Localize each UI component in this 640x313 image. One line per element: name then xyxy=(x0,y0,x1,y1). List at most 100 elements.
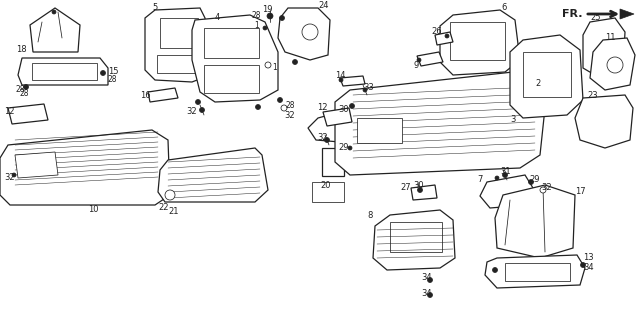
Text: 15: 15 xyxy=(108,68,118,76)
Text: 28: 28 xyxy=(20,90,29,99)
Text: 14: 14 xyxy=(335,70,346,80)
Circle shape xyxy=(302,24,318,40)
Circle shape xyxy=(580,263,586,268)
Text: 3: 3 xyxy=(510,115,515,125)
Text: 5: 5 xyxy=(152,3,157,12)
Bar xyxy=(505,263,570,281)
Circle shape xyxy=(24,85,29,90)
Polygon shape xyxy=(435,32,453,45)
Text: 6: 6 xyxy=(501,3,506,13)
Text: 19: 19 xyxy=(262,4,273,13)
Text: 34: 34 xyxy=(421,274,431,283)
Circle shape xyxy=(607,57,623,73)
Text: 8: 8 xyxy=(367,211,372,219)
Polygon shape xyxy=(145,8,210,82)
Text: 1: 1 xyxy=(254,20,259,29)
Circle shape xyxy=(280,16,285,20)
Polygon shape xyxy=(480,175,533,208)
Circle shape xyxy=(267,13,273,19)
Bar xyxy=(204,28,259,58)
Text: 30: 30 xyxy=(413,181,424,189)
Bar xyxy=(32,63,97,80)
Polygon shape xyxy=(278,8,330,60)
Polygon shape xyxy=(323,108,352,126)
Polygon shape xyxy=(30,8,80,52)
Text: 21: 21 xyxy=(168,208,179,217)
Circle shape xyxy=(495,176,499,180)
Text: 12: 12 xyxy=(317,104,328,112)
Polygon shape xyxy=(485,255,585,288)
Bar xyxy=(322,148,344,176)
Circle shape xyxy=(292,59,298,64)
Circle shape xyxy=(417,187,422,192)
Circle shape xyxy=(265,62,271,68)
Polygon shape xyxy=(8,104,48,124)
Circle shape xyxy=(502,172,508,177)
Text: 4: 4 xyxy=(215,13,220,22)
Circle shape xyxy=(200,107,205,112)
Text: FR.: FR. xyxy=(562,9,582,19)
Text: 13: 13 xyxy=(583,254,594,263)
Polygon shape xyxy=(590,38,635,90)
Text: 20: 20 xyxy=(320,181,330,189)
Text: 24: 24 xyxy=(318,2,328,11)
Bar xyxy=(160,18,198,48)
Text: 23: 23 xyxy=(587,91,598,100)
Polygon shape xyxy=(583,18,625,78)
Polygon shape xyxy=(15,152,58,178)
Text: 22: 22 xyxy=(158,203,168,212)
Bar xyxy=(157,55,199,73)
Text: 28: 28 xyxy=(252,11,262,19)
Text: 25: 25 xyxy=(590,13,600,23)
Polygon shape xyxy=(18,58,108,85)
Text: 28: 28 xyxy=(15,85,24,95)
Circle shape xyxy=(348,146,352,150)
Circle shape xyxy=(195,100,200,105)
Text: 32: 32 xyxy=(541,183,552,192)
Circle shape xyxy=(540,187,546,193)
Polygon shape xyxy=(510,35,583,118)
Text: 11: 11 xyxy=(605,33,616,43)
Polygon shape xyxy=(440,10,520,75)
Circle shape xyxy=(281,105,287,111)
Polygon shape xyxy=(411,185,437,200)
Circle shape xyxy=(445,34,449,38)
Text: 28: 28 xyxy=(286,101,296,110)
Polygon shape xyxy=(308,112,346,142)
Text: 1: 1 xyxy=(272,64,276,73)
Circle shape xyxy=(255,105,260,110)
Bar xyxy=(450,22,505,60)
Text: 29: 29 xyxy=(338,143,349,152)
Circle shape xyxy=(52,10,56,14)
Text: 7: 7 xyxy=(477,176,483,184)
Polygon shape xyxy=(373,210,455,270)
Text: 34: 34 xyxy=(421,289,431,297)
Circle shape xyxy=(12,173,16,177)
Text: 2: 2 xyxy=(535,80,540,89)
Text: 32: 32 xyxy=(284,110,294,120)
Bar xyxy=(204,65,259,93)
Text: 34: 34 xyxy=(583,264,594,273)
Bar xyxy=(523,52,571,97)
Polygon shape xyxy=(417,52,443,66)
Circle shape xyxy=(363,88,367,92)
Polygon shape xyxy=(192,15,278,102)
Bar xyxy=(312,182,344,202)
Circle shape xyxy=(428,293,433,297)
Polygon shape xyxy=(495,185,575,258)
Circle shape xyxy=(278,98,282,102)
Text: 26: 26 xyxy=(431,28,442,37)
Text: 10: 10 xyxy=(88,206,99,214)
Polygon shape xyxy=(0,130,170,205)
Circle shape xyxy=(529,179,534,184)
Circle shape xyxy=(349,104,355,109)
Text: 27: 27 xyxy=(400,183,411,192)
Circle shape xyxy=(339,78,343,82)
Circle shape xyxy=(417,58,421,62)
Text: 31: 31 xyxy=(500,167,511,177)
Text: 32: 32 xyxy=(4,173,15,182)
Text: 18: 18 xyxy=(16,45,27,54)
Circle shape xyxy=(100,70,106,75)
Text: 9: 9 xyxy=(413,60,419,69)
Polygon shape xyxy=(575,95,633,148)
